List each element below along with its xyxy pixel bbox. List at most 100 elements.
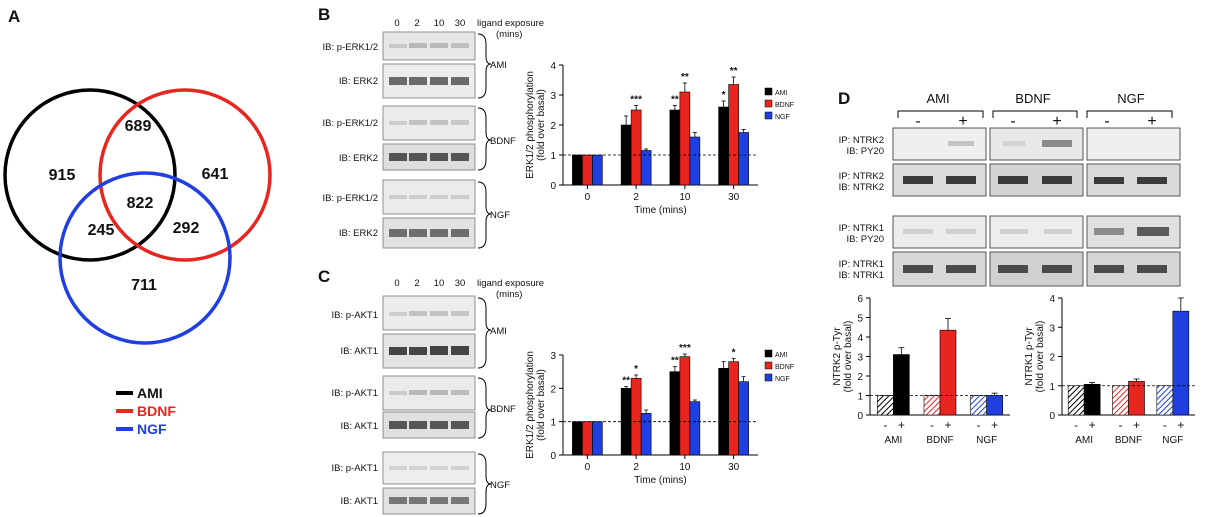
y-tick-label: 4: [857, 333, 863, 344]
x-category-label: BDNF: [926, 435, 953, 446]
bracket: [477, 181, 492, 249]
legend-swatch: [764, 99, 773, 108]
lane-label: 0: [394, 278, 399, 289]
panel-d: D AMI BDNF NGF - + - + - + IP: NTRK2 IB:…: [838, 89, 1181, 287]
x-sign-label: +: [1089, 418, 1096, 432]
bar: [689, 136, 701, 186]
venn-bdnf-only: 641: [202, 166, 229, 183]
panel-a-letter: A: [8, 7, 20, 26]
bar: [582, 421, 593, 456]
significance-label: **: [681, 72, 689, 83]
bar: [1083, 383, 1101, 416]
x-sign-label: +: [898, 418, 905, 432]
panel-c-letter: C: [318, 267, 330, 286]
y-axis-label: ERK1/2 phosphorylation: [525, 351, 536, 459]
exposure-label: ligand exposure: [477, 18, 544, 29]
bar: [592, 154, 603, 186]
significance-label: *: [732, 347, 736, 358]
bracket: [477, 297, 492, 369]
y-tick-label: 3: [550, 351, 556, 362]
bar: [986, 395, 1003, 416]
venn-circle-ami: [3, 88, 177, 262]
venn-ami-bdnf: 689: [125, 118, 152, 135]
x-category-label: BDNF: [1115, 435, 1142, 446]
bracket: [477, 453, 492, 515]
legend-label: AMI: [775, 90, 788, 97]
d-group-label: BDNF: [1015, 91, 1050, 106]
sign-minus: -: [1104, 113, 1109, 130]
bar: [718, 368, 729, 456]
x-sign-label: -: [883, 418, 887, 432]
blot-group-label: BDNF: [490, 404, 516, 415]
x-tick-label: 2: [633, 462, 639, 473]
y-tick-label: 0: [550, 451, 556, 462]
x-tick-label: 10: [679, 192, 691, 203]
blot-row-label: IB: ERK2: [339, 76, 378, 87]
d-blot-label: IB: PY20: [847, 146, 885, 157]
d-group-label: NGF: [1117, 91, 1145, 106]
x-category-label: AMI: [1075, 435, 1093, 446]
blot-row-label: IB: ERK2: [339, 153, 378, 164]
bar: [970, 395, 987, 416]
blot-row-label: IB: p-AKT1: [332, 388, 378, 399]
venn-circle-ngf: [58, 171, 232, 345]
bar: [572, 421, 583, 456]
bar: [738, 132, 749, 186]
venn-legend: AMI BDNF NGF: [116, 385, 176, 437]
y-tick-label: 2: [857, 372, 863, 383]
lane-label: 2: [414, 18, 419, 29]
d-blot-label: IB: NTRK2: [839, 182, 884, 193]
venn-ngf-only: 711: [131, 277, 157, 294]
bar: [640, 413, 652, 456]
blot-row-label: IB: AKT1: [341, 421, 379, 432]
bracket: [477, 107, 492, 171]
x-category-label: AMI: [884, 435, 902, 446]
bar: [1128, 381, 1145, 416]
x-sign-label: +: [991, 418, 998, 432]
sign-plus: +: [1147, 113, 1156, 130]
x-axis-label: Time (mins): [634, 475, 686, 486]
sign-minus: -: [1010, 113, 1015, 130]
x-sign-label: +: [1177, 418, 1184, 432]
bar: [893, 354, 910, 416]
x-category-label: NGF: [976, 435, 997, 446]
y-axis-label: NTRK2 p-Tyr: [832, 327, 843, 386]
y-tick-label: 0: [857, 411, 863, 422]
panel-a: A 915 689 641 822 245 292 711 AMI BDNF N…: [3, 7, 272, 437]
y-tick-label: 0: [550, 181, 556, 192]
significance-label: **: [730, 66, 738, 77]
y-tick-label: 4: [550, 61, 556, 72]
x-tick-label: 30: [728, 192, 740, 203]
bar: [939, 329, 957, 416]
blot-group-label: BDNF: [490, 136, 516, 147]
y-tick-label: 1: [550, 151, 556, 162]
bar: [689, 401, 701, 456]
blot-row-label: IB: p-ERK1/2: [323, 42, 378, 53]
legend-label: NGF: [775, 114, 790, 121]
d-blot-label: IB: PY20: [847, 234, 885, 245]
bar: [630, 378, 642, 456]
blot-row-label: IB: p-AKT1: [332, 463, 378, 474]
significance-label: **: [622, 376, 630, 387]
bar: [1156, 385, 1174, 416]
y-tick-label: 2: [550, 121, 556, 132]
significance-label: **: [671, 95, 679, 106]
sign-minus: -: [915, 113, 920, 130]
exposure-label: ligand exposure: [477, 278, 544, 289]
significance-label: *: [722, 90, 726, 101]
bar: [1112, 385, 1129, 416]
legend-swatch: [764, 87, 773, 96]
d-blot-label: IP: NTRK1: [839, 259, 884, 270]
bar: [669, 371, 681, 456]
venn-all: 822: [127, 195, 154, 212]
y-axis-label: ERK1/2 phosphorylation: [525, 71, 536, 179]
y-tick-label: 5: [857, 314, 863, 325]
venn-ami-ngf: 245: [88, 222, 115, 239]
lane-label: 10: [434, 278, 445, 289]
exposure-unit: (mins): [496, 289, 522, 300]
lane-label: 30: [455, 18, 466, 29]
